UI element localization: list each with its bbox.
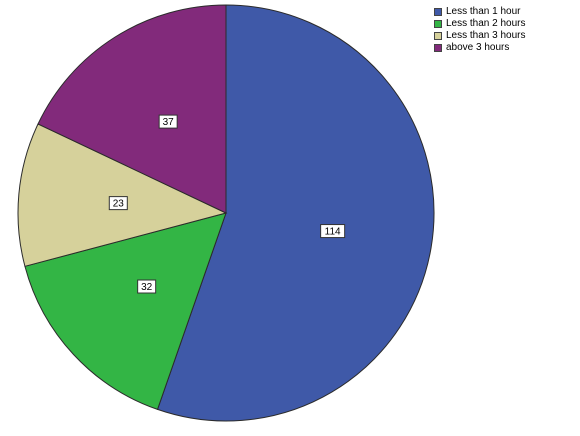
data-label-text: 114 bbox=[325, 227, 341, 238]
data-label-box bbox=[108, 196, 128, 211]
chart-legend: Less than 1 hour Less than 2 hours Less th… bbox=[434, 6, 526, 54]
data-label-text: 23 bbox=[113, 199, 125, 210]
data-label-box bbox=[320, 224, 346, 239]
pie-slice-above-3-hours bbox=[37, 4, 227, 214]
legend-item-less-than-3-hours: Less than 3 hours bbox=[434, 30, 526, 41]
legend-label: Less than 2 hours bbox=[446, 18, 526, 29]
pie-slice-less-than-2-hours bbox=[24, 212, 227, 411]
legend-swatch bbox=[434, 7, 442, 16]
data-label-box bbox=[137, 279, 157, 294]
legend-item-above-3-hours: above 3 hours bbox=[434, 42, 526, 53]
data-labels: 114 32 23 37 bbox=[108, 114, 346, 294]
legend-swatch bbox=[434, 43, 442, 52]
legend-swatch bbox=[434, 31, 442, 40]
data-label-less-than-2-hours: 32 bbox=[137, 279, 157, 294]
legend-swatch bbox=[434, 19, 442, 28]
data-label-less-than-1-hour: 114 bbox=[320, 224, 346, 239]
legend-item-less-than-1-hour: Less than 1 hour bbox=[434, 6, 526, 17]
pie-slice-less-than-3-hours bbox=[17, 123, 228, 267]
data-label-text: 32 bbox=[141, 282, 153, 293]
legend-label: Less than 1 hour bbox=[446, 6, 521, 17]
data-label-above-3-hours: 37 bbox=[158, 114, 178, 129]
data-label-less-than-3-hours: 23 bbox=[108, 196, 128, 211]
data-label-box bbox=[158, 114, 178, 129]
pie-slice-less-than-1-hour bbox=[156, 4, 435, 422]
data-label-text: 37 bbox=[163, 117, 175, 128]
legend-label: Less than 3 hours bbox=[446, 30, 526, 41]
legend-item-less-than-2-hours: Less than 2 hours bbox=[434, 18, 526, 29]
legend-label: above 3 hours bbox=[446, 42, 510, 53]
